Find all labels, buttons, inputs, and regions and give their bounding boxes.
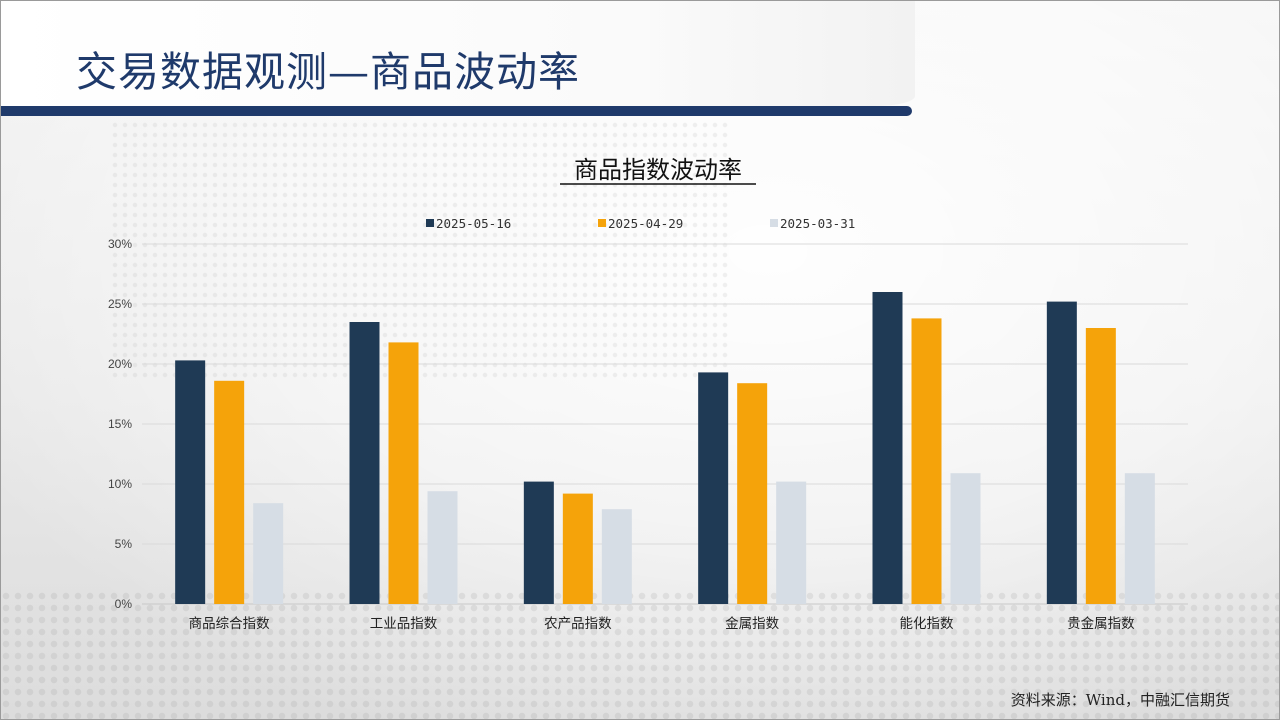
- y-tick-label: 10%: [108, 477, 132, 491]
- legend-label: 2025-05-16: [436, 216, 511, 231]
- bar-2025-03-31-能化指数: [950, 473, 981, 604]
- legend-label: 2025-03-31: [780, 216, 855, 231]
- legend-label: 2025-04-29: [608, 216, 683, 231]
- y-tick-label: 20%: [108, 357, 132, 371]
- bar-2025-04-29-商品综合指数: [214, 380, 245, 604]
- bar-2025-05-16-能化指数: [872, 292, 903, 604]
- x-tick-label: 能化指数: [900, 616, 954, 632]
- header-accent-bar: [0, 106, 912, 116]
- slide-header: 交易数据观测—商品波动率: [0, 0, 1280, 120]
- x-tick-label: 贵金属指数: [1067, 616, 1135, 632]
- x-tick-label: 金属指数: [725, 616, 779, 632]
- legend-swatch: [426, 219, 434, 227]
- bar-2025-05-16-贵金属指数: [1046, 301, 1077, 604]
- chart-title: 商品指数波动率: [574, 156, 742, 184]
- header-panel: [0, 0, 915, 106]
- y-tick-label: 30%: [108, 237, 132, 251]
- bar-2025-03-31-商品综合指数: [253, 503, 284, 604]
- bar-2025-05-16-工业品指数: [349, 322, 380, 604]
- x-tick-label: 商品综合指数: [189, 616, 270, 632]
- slide-title: 交易数据观测—商品波动率: [76, 48, 580, 96]
- bar-2025-03-31-工业品指数: [427, 491, 458, 604]
- legend-swatch: [770, 219, 778, 227]
- bar-2025-05-16-农产品指数: [523, 481, 554, 604]
- y-tick-label: 15%: [108, 417, 132, 431]
- bar-2025-05-16-商品综合指数: [175, 360, 206, 604]
- bar-2025-04-29-贵金属指数: [1085, 328, 1116, 604]
- x-tick-label: 农产品指数: [544, 616, 612, 632]
- hexagon-pattern: [0, 590, 1280, 720]
- bar-2025-03-31-金属指数: [776, 481, 807, 604]
- y-tick-label: 5%: [115, 537, 133, 551]
- bar-2025-04-29-金属指数: [737, 383, 768, 604]
- world-map-dots: [110, 120, 730, 380]
- bar-2025-04-29-工业品指数: [388, 342, 419, 604]
- x-tick-label: 工业品指数: [370, 616, 438, 632]
- bar-2025-03-31-农产品指数: [601, 509, 632, 604]
- bar-2025-04-29-能化指数: [911, 318, 942, 604]
- source-note: 资料来源：Wind，中融汇信期货: [1010, 691, 1230, 709]
- legend-swatch: [598, 219, 606, 227]
- bar-chart: 商品指数波动率 2025-05-16 2025-04-29 2025-03-31 0% 5…: [108, 156, 1188, 632]
- bar-2025-05-16-金属指数: [698, 372, 729, 604]
- y-tick-label: 0%: [115, 597, 133, 611]
- bar-2025-04-29-农产品指数: [562, 493, 593, 604]
- bar-2025-03-31-贵金属指数: [1124, 473, 1155, 604]
- y-tick-label: 25%: [108, 297, 132, 311]
